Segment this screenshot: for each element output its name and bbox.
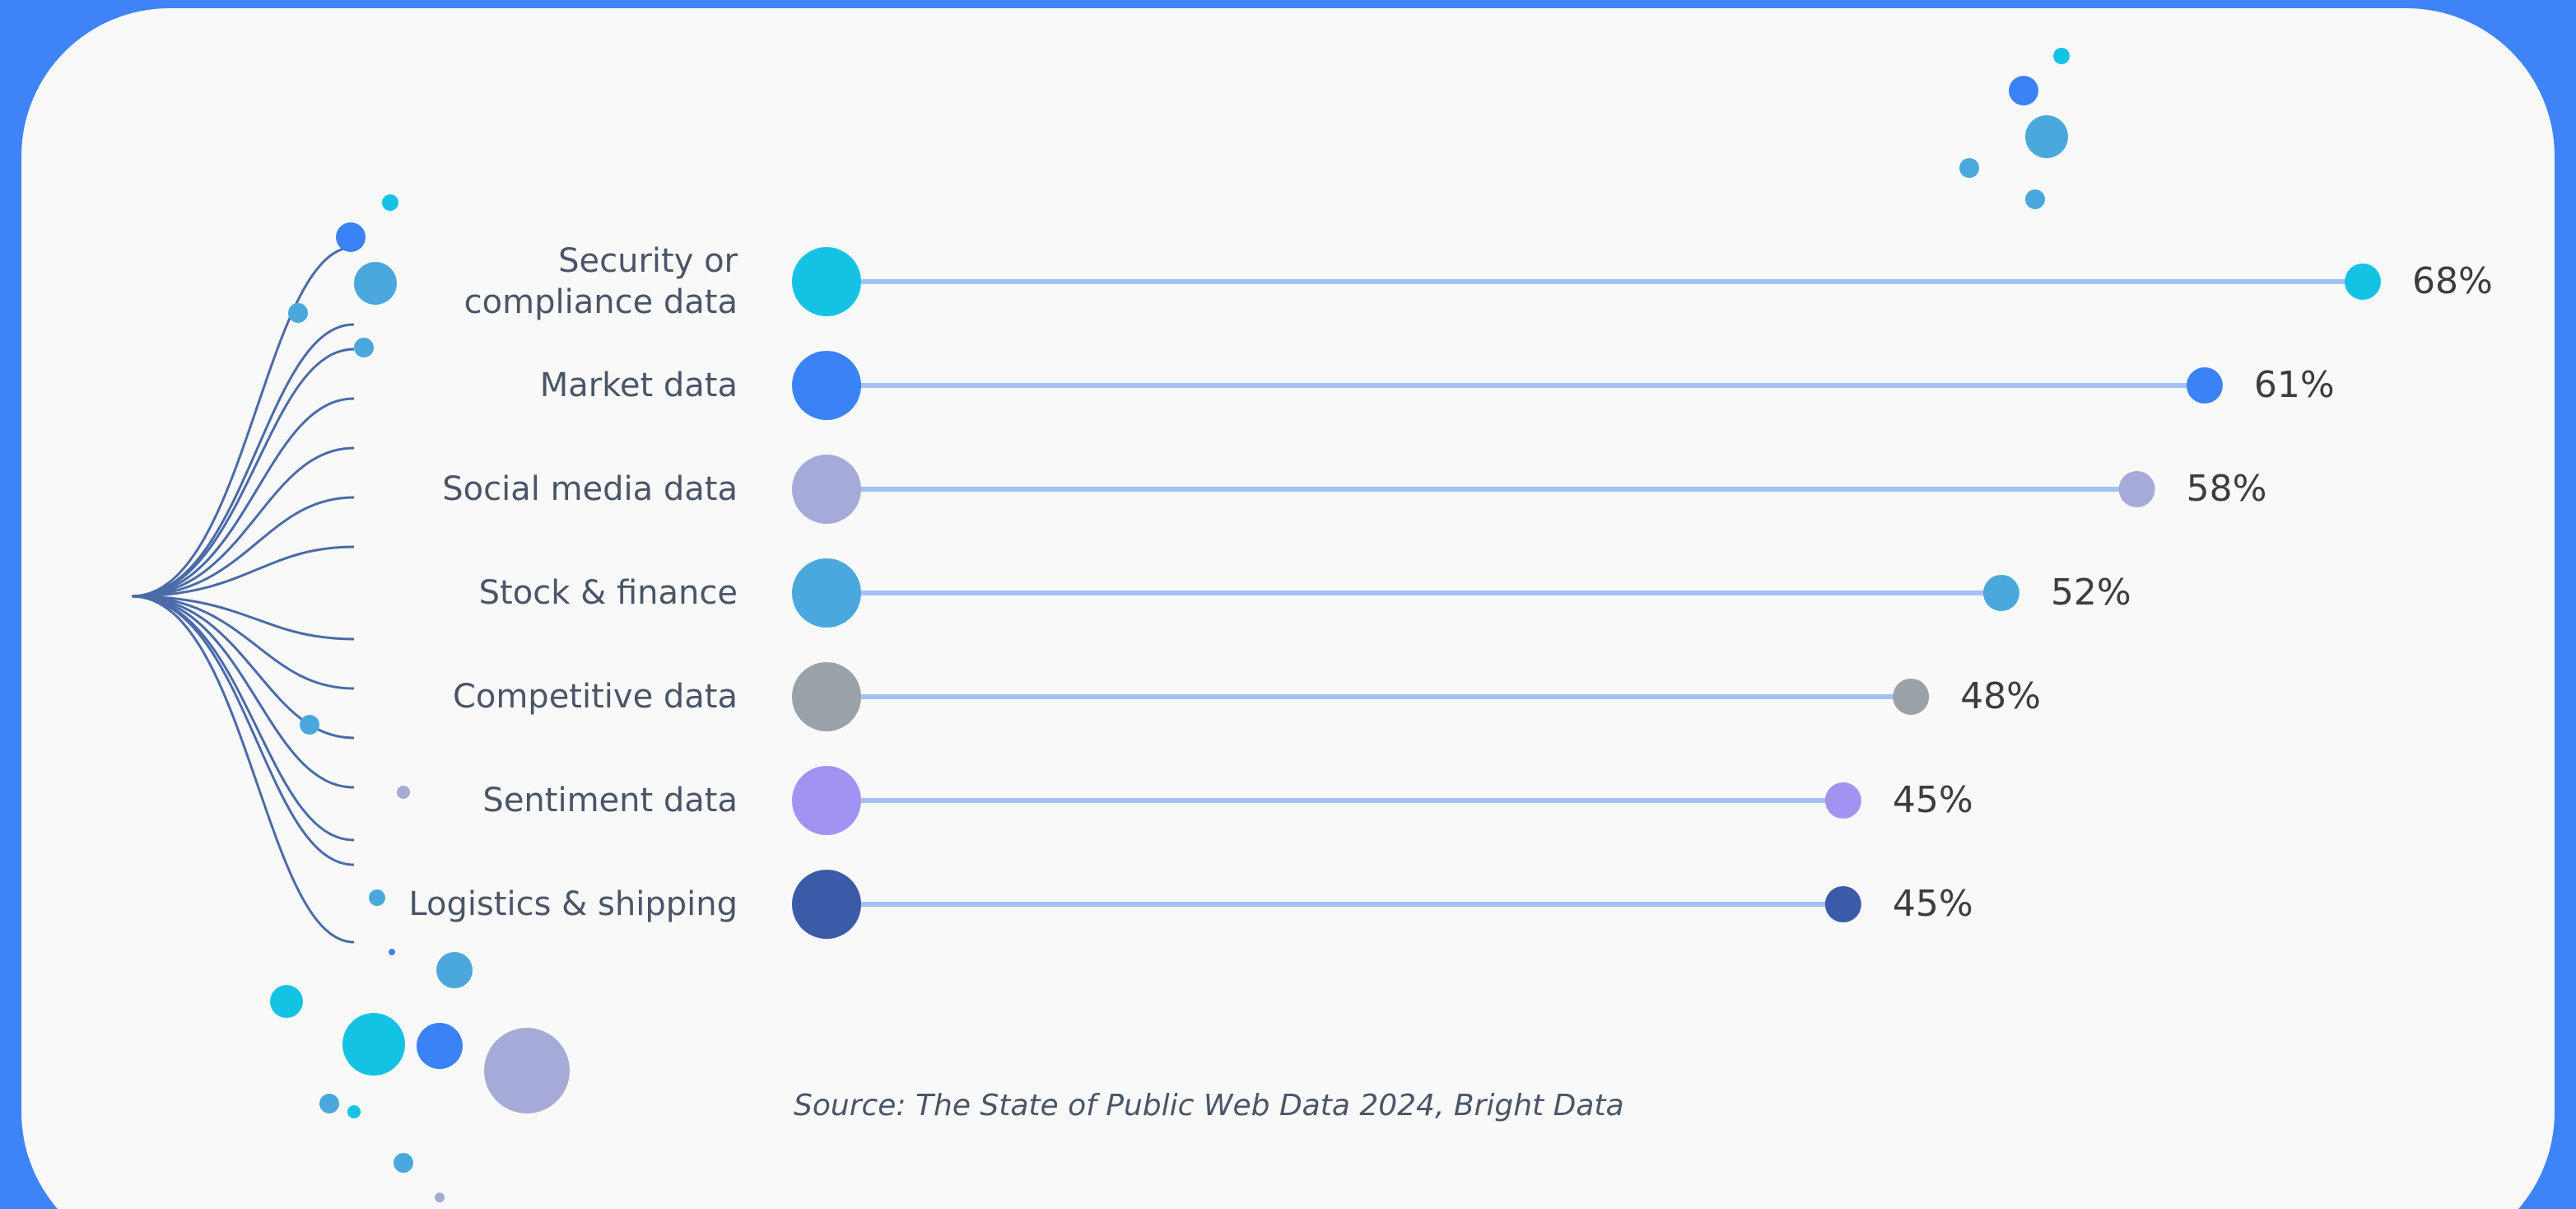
card [21, 8, 2555, 1209]
category-label: Competitive data [452, 678, 738, 716]
category-marker [792, 558, 861, 628]
category-marker [792, 351, 861, 420]
category-marker [792, 870, 861, 939]
value-dot [2118, 471, 2155, 507]
value-dot [2186, 367, 2223, 404]
source-note: Source: The State of Public Web Data 202… [794, 1089, 1624, 1123]
value-dot [1824, 782, 1861, 819]
category-label: Stock & finance [478, 574, 738, 612]
category-marker [792, 247, 861, 316]
value-label: 45% [1893, 883, 1973, 925]
value-dot [1824, 886, 1861, 922]
category-label: Logistics & shipping [408, 885, 738, 923]
value-label: 45% [1893, 779, 1973, 821]
category-marker [792, 662, 861, 731]
category-label: Sentiment data [482, 782, 738, 819]
category-marker [792, 455, 861, 524]
category-label: Market data [539, 366, 738, 404]
value-dot [1982, 575, 2019, 611]
category-label: Security or compliance data [463, 242, 738, 321]
value-label: 61% [2254, 364, 2335, 406]
value-label: 48% [1960, 675, 2041, 717]
value-dot [2345, 264, 2381, 300]
value-label: 52% [2051, 572, 2131, 614]
value-label: 58% [2187, 468, 2267, 510]
dots-decoration [270, 48, 2070, 1202]
value-dot [1893, 679, 1930, 715]
fan-decoration [131, 245, 355, 944]
category-label: Social media data [442, 470, 738, 508]
category-marker [792, 766, 861, 835]
value-label: 68% [2412, 260, 2493, 302]
